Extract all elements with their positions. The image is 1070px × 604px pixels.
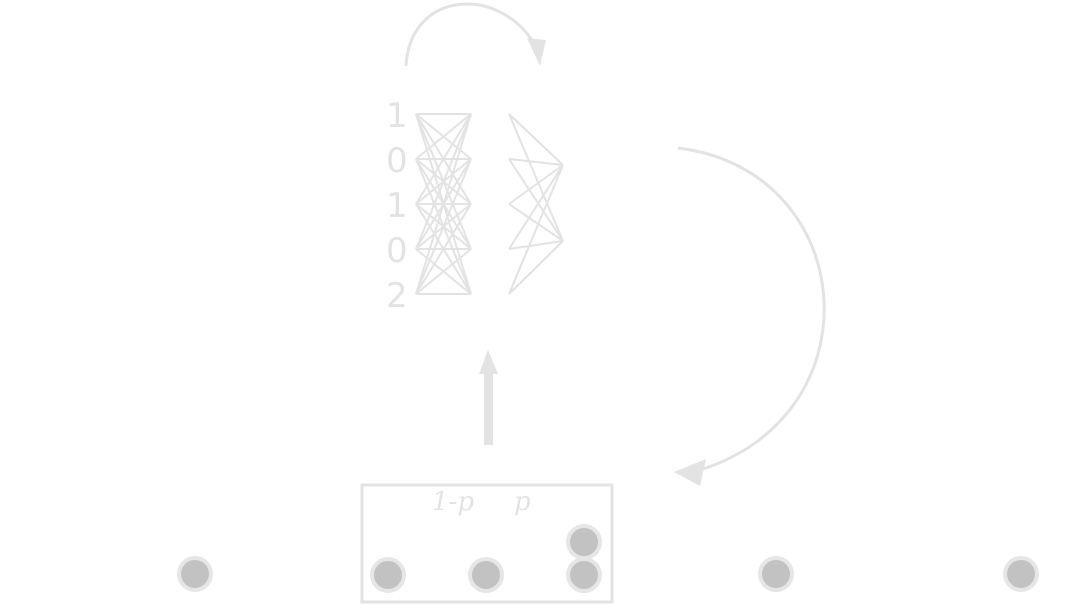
network-edge (508, 203, 564, 242)
node (566, 557, 602, 593)
network-edge (415, 113, 472, 250)
input-digits: 1 0 1 0 2 (386, 96, 408, 316)
input-digit: 2 (386, 276, 408, 316)
nodes (177, 524, 1039, 593)
node (758, 556, 794, 592)
node (468, 557, 504, 593)
input-digit: 0 (386, 231, 408, 271)
probability-box (360, 483, 614, 604)
input-digit: 0 (386, 141, 408, 181)
up-arrow (479, 350, 498, 445)
prob-label-one-minus-p: 1-p (432, 487, 474, 517)
input-digit: 1 (386, 186, 408, 226)
node (1003, 556, 1039, 592)
network-layer2-edges (508, 113, 564, 295)
network-edge (415, 203, 472, 295)
network-edge (508, 113, 564, 242)
network-edge (508, 164, 564, 295)
network-edge (415, 113, 472, 160)
network-edge (415, 113, 472, 205)
return-arc-arrow (674, 146, 826, 486)
top-loop-arrow (404, 2, 546, 67)
network-edge (508, 113, 564, 166)
network-edge (508, 158, 564, 166)
network-edge (415, 248, 472, 295)
network-edge (415, 158, 472, 295)
network-edge (508, 240, 564, 250)
network-layer1-edges (415, 113, 472, 295)
network-edge (508, 240, 564, 295)
prob-label-p: p (514, 487, 531, 517)
input-digit: 1 (386, 96, 408, 136)
network-edge (508, 158, 564, 242)
node (370, 557, 406, 593)
network-edge (508, 164, 564, 205)
node (566, 524, 602, 560)
network-edge (508, 164, 564, 250)
node (177, 556, 213, 592)
network-edge (415, 113, 472, 295)
